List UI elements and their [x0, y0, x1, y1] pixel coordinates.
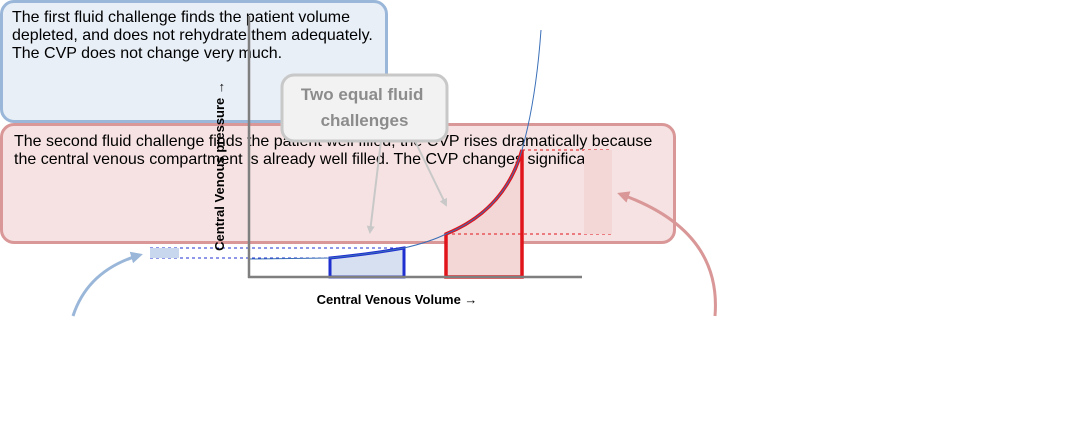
x-axis-label: Central Venous Volume →: [317, 292, 478, 307]
compliance-curve: [248, 29, 542, 260]
callout-arrow-second: [414, 140, 447, 207]
blue-pressure-change-box: [150, 248, 179, 258]
red-pressure-change-box: [584, 150, 612, 234]
second-challenge-note: The second fluid challenge finds the pat…: [0, 123, 676, 244]
y-axis-label: Central Venous pressure →: [212, 81, 227, 251]
callout-box: [280, 73, 449, 143]
callout-line-1: Two equal fluid: [301, 85, 423, 104]
second-challenge-area: [444, 149, 524, 279]
first-note-arrow: [71, 251, 143, 317]
callout-label: Two equal fluid challenges: [301, 85, 428, 130]
callout-arrow-first: [366, 140, 382, 234]
first-challenge-area: [328, 246, 406, 279]
callout-line-2: challenges: [321, 111, 409, 130]
second-note-arrow: [617, 191, 717, 317]
